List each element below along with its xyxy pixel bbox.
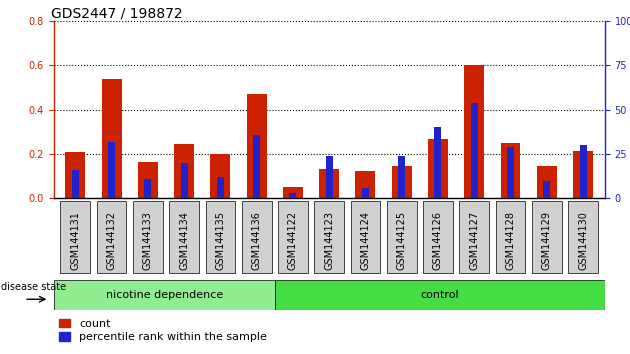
Bar	[532, 201, 561, 273]
Text: GSM144122: GSM144122	[288, 211, 298, 270]
Bar	[471, 103, 478, 198]
Bar	[278, 201, 308, 273]
Bar	[205, 201, 235, 273]
Bar	[580, 145, 587, 198]
Text: disease state: disease state	[1, 282, 66, 292]
Bar	[362, 188, 369, 198]
Text: GSM144130: GSM144130	[578, 211, 588, 270]
Text: GSM144134: GSM144134	[179, 211, 189, 270]
Bar	[54, 280, 275, 310]
Bar	[387, 201, 416, 273]
Bar	[108, 142, 115, 198]
Bar	[210, 154, 231, 198]
Bar	[428, 138, 448, 198]
Text: GSM144127: GSM144127	[469, 211, 479, 270]
Text: GSM144129: GSM144129	[542, 211, 552, 270]
Bar	[253, 135, 260, 198]
Bar	[350, 201, 381, 273]
Bar	[319, 170, 339, 198]
Bar	[242, 201, 272, 273]
Bar	[133, 201, 163, 273]
Text: nicotine dependence: nicotine dependence	[106, 290, 223, 300]
Legend: count, percentile rank within the sample: count, percentile rank within the sample	[59, 319, 267, 342]
Bar	[435, 127, 442, 198]
Bar	[144, 179, 151, 198]
Text: GSM144126: GSM144126	[433, 211, 443, 270]
Bar	[355, 171, 375, 198]
Text: GSM144132: GSM144132	[106, 211, 117, 270]
Bar	[66, 152, 85, 198]
Bar	[314, 201, 344, 273]
Text: control: control	[420, 290, 459, 300]
Bar	[392, 166, 411, 198]
Bar	[247, 94, 266, 198]
Bar	[174, 144, 194, 198]
Bar	[543, 181, 550, 198]
Bar	[181, 163, 188, 198]
Bar	[217, 177, 224, 198]
Text: GSM144123: GSM144123	[324, 211, 334, 270]
Bar	[97, 201, 127, 273]
Text: GSM144124: GSM144124	[360, 211, 370, 270]
Bar	[496, 201, 525, 273]
Bar	[101, 79, 122, 198]
Bar	[423, 201, 453, 273]
Bar	[500, 143, 520, 198]
Text: GSM144125: GSM144125	[397, 211, 407, 270]
Bar	[72, 170, 79, 198]
Text: GSM144135: GSM144135	[215, 211, 226, 270]
Bar	[398, 156, 405, 198]
Bar	[573, 151, 593, 198]
Bar	[459, 201, 489, 273]
Bar	[289, 193, 296, 198]
Text: GSM144131: GSM144131	[71, 211, 80, 270]
Bar	[326, 156, 333, 198]
Bar	[283, 187, 303, 198]
Bar	[60, 201, 90, 273]
Text: GSM144136: GSM144136	[251, 211, 261, 270]
Text: GSM144128: GSM144128	[505, 211, 515, 270]
Bar	[568, 201, 598, 273]
Text: GSM144133: GSM144133	[143, 211, 153, 270]
Bar	[169, 201, 199, 273]
Text: GDS2447 / 198872: GDS2447 / 198872	[51, 6, 183, 20]
Bar	[138, 162, 158, 198]
Bar	[537, 166, 557, 198]
Bar	[275, 280, 605, 310]
Bar	[507, 147, 514, 198]
Bar	[464, 65, 484, 198]
